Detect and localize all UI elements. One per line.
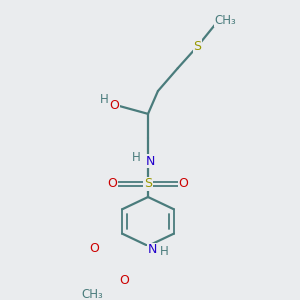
Text: H: H	[132, 152, 140, 164]
Text: H: H	[100, 93, 109, 106]
Text: O: O	[90, 242, 100, 255]
Text: N: N	[145, 154, 155, 168]
Text: S: S	[194, 40, 202, 53]
Text: CH₃: CH₃	[82, 288, 104, 300]
Text: S: S	[144, 178, 152, 190]
Text: N: N	[147, 244, 157, 256]
Text: O: O	[179, 178, 189, 190]
Text: O: O	[107, 178, 117, 190]
Text: O: O	[110, 99, 119, 112]
Text: CH₃: CH₃	[214, 14, 236, 27]
Text: H: H	[160, 245, 168, 258]
Text: O: O	[119, 274, 129, 286]
